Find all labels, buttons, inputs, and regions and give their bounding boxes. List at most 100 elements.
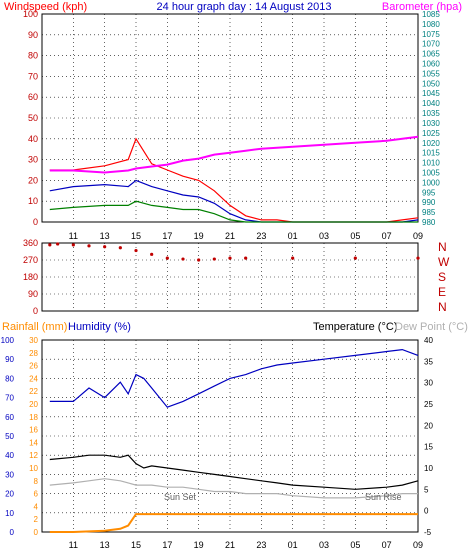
baro-y-tick: 1045 — [422, 89, 440, 98]
direction-point — [165, 256, 169, 260]
rain-y-tick: 28 — [29, 349, 38, 358]
wind-panel-x-tick: 21 — [225, 231, 235, 241]
humidity-y-tick: 0 — [10, 528, 15, 537]
barometer-line — [49, 135, 419, 174]
baro-y-tick: 1005 — [422, 168, 440, 177]
baro-y-tick: 1020 — [422, 139, 440, 148]
direction-point — [48, 243, 52, 247]
rainfall-label: Rainfall (mm) — [2, 321, 67, 333]
direction-point — [103, 245, 107, 249]
baro-y-tick: 1060 — [422, 60, 440, 69]
compass-label: N — [438, 300, 447, 314]
wind-y-tick: 10 — [28, 196, 38, 206]
wind-panel-x-tick: 09 — [413, 231, 423, 241]
baro-y-tick: 1040 — [422, 99, 440, 108]
temperature-line — [49, 454, 419, 490]
sunset-label: Sun Set — [164, 492, 197, 502]
temp-y-tick: 35 — [424, 357, 433, 366]
wind-y-tick: 90 — [28, 30, 38, 40]
rain-y-tick: 12 — [29, 451, 38, 460]
rainfall-line — [49, 513, 418, 533]
baro-y-tick: 1080 — [422, 20, 440, 29]
wind-panel-x-tick: 11 — [69, 231, 78, 241]
rain-y-tick: 0 — [34, 528, 39, 537]
humidity-y-tick: 60 — [5, 413, 14, 422]
temp-y-tick: 5 — [424, 485, 429, 494]
baro-y-tick: 1085 — [422, 10, 440, 19]
wind-y-tick: 60 — [28, 92, 38, 102]
wind-panel-x-tick: 17 — [162, 231, 172, 241]
direction-point — [197, 258, 201, 262]
direction-point — [291, 256, 295, 260]
direction-point — [134, 248, 138, 253]
rain-y-tick: 26 — [29, 362, 38, 371]
baro-y-tick: 1065 — [422, 50, 440, 59]
barometer-header: Barometer (hpa) — [382, 1, 462, 13]
direction-y-tick: 180 — [23, 272, 38, 282]
wind-y-tick: 0 — [33, 217, 38, 227]
temp-y-tick: 10 — [424, 464, 433, 473]
temperature-humidity-panel: 0102030405060708090100024681012141618202… — [1, 336, 434, 550]
humidity-y-tick: 70 — [5, 394, 14, 403]
humidity-y-tick: 50 — [5, 432, 14, 441]
thermo-panel-x-tick: 09 — [413, 540, 423, 550]
dewpoint-label: Dew Point (°C) — [395, 321, 468, 333]
direction-point — [56, 242, 60, 246]
temp-y-tick: -5 — [424, 528, 432, 537]
rain-y-tick: 14 — [29, 438, 38, 447]
humidity-line — [49, 348, 419, 408]
baro-y-tick: 980 — [422, 218, 436, 227]
humidity-y-tick: 10 — [5, 509, 14, 518]
thermo-panel-x-tick: 17 — [162, 540, 172, 550]
wind-y-tick: 30 — [28, 155, 38, 165]
wind-panel-x-tick: 01 — [288, 231, 298, 241]
thermo-panel-x-tick: 13 — [100, 540, 110, 550]
direction-y-tick: 360 — [23, 238, 38, 248]
direction-y-tick: 0 — [33, 306, 38, 316]
direction-point — [181, 257, 185, 261]
baro-y-tick: 1015 — [422, 149, 440, 158]
direction-point — [87, 244, 91, 248]
direction-y-tick: 90 — [28, 289, 38, 299]
baro-y-tick: 1050 — [422, 79, 440, 88]
humidity-y-tick: 100 — [1, 336, 15, 345]
direction-point — [212, 257, 216, 261]
direction-point — [150, 252, 154, 256]
temp-y-tick: 30 — [424, 379, 433, 388]
temp-y-tick: 40 — [424, 336, 433, 345]
wind-low-line — [49, 200, 418, 223]
thermo-panel-x-tick: 05 — [350, 540, 360, 550]
humidity-y-tick: 30 — [5, 470, 14, 479]
thermo-panel-x-tick: 01 — [288, 540, 298, 550]
wind-panel-x-tick: 19 — [194, 231, 204, 241]
temp-y-tick: 20 — [424, 421, 433, 430]
rain-y-tick: 8 — [34, 477, 39, 486]
humidity-label: Humidity (%) — [68, 321, 131, 333]
thermo-panel-x-tick: 15 — [131, 540, 141, 550]
baro-y-tick: 990 — [422, 198, 436, 207]
wind-panel-x-tick: 05 — [350, 231, 360, 241]
direction-point — [416, 256, 420, 260]
baro-y-tick: 1025 — [422, 129, 440, 138]
thermo-panel-x-tick: 21 — [225, 540, 235, 550]
wind-panel-x-tick: 15 — [131, 231, 141, 241]
sunrise-label: Sun Rise — [365, 492, 402, 502]
dewpoint-line — [49, 478, 418, 499]
rain-y-tick: 6 — [34, 490, 39, 499]
rain-y-tick: 16 — [29, 426, 38, 435]
baro-y-tick: 1000 — [422, 178, 440, 187]
wind-y-tick: 50 — [28, 113, 38, 123]
wind-y-tick: 20 — [28, 175, 38, 185]
rain-y-tick: 18 — [29, 413, 38, 422]
wind-y-tick: 80 — [28, 51, 38, 61]
wind-panel-x-tick: 23 — [256, 231, 266, 241]
rain-y-tick: 30 — [29, 336, 38, 345]
compass-label: N — [438, 240, 447, 254]
direction-point — [244, 256, 248, 260]
compass-label: S — [438, 270, 446, 284]
baro-y-tick: 1055 — [422, 69, 440, 78]
thermo-panel-x-tick: 07 — [382, 540, 392, 550]
wind-y-tick: 100 — [23, 9, 38, 19]
